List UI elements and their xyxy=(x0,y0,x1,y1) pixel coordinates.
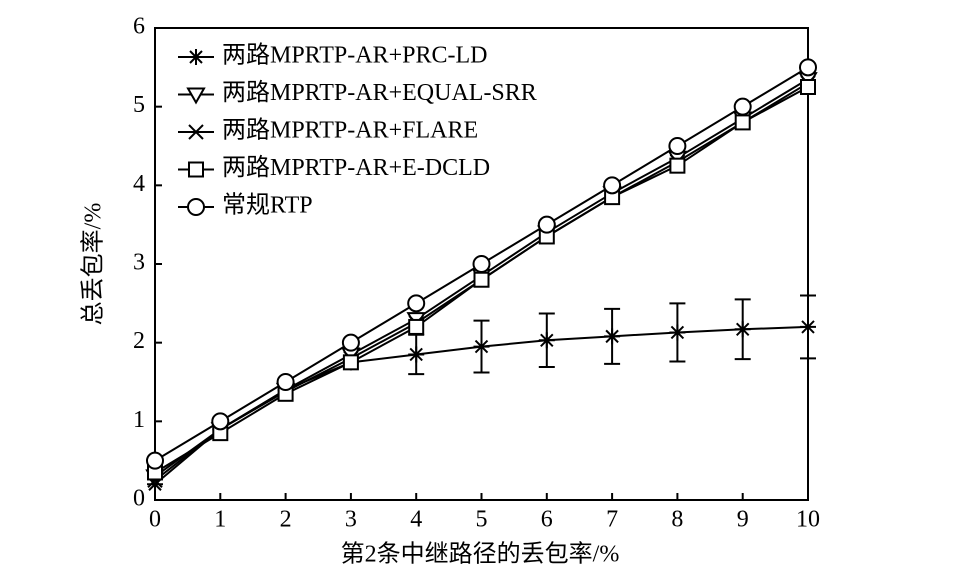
legend-label: 两路MPRTP-AR+FLARE xyxy=(222,117,478,144)
marker-shape xyxy=(341,333,360,352)
marker-shape xyxy=(408,346,425,363)
x-tick-label: 6 xyxy=(541,507,553,533)
marker-shape xyxy=(186,87,206,105)
marker-shape xyxy=(188,49,204,65)
x-tick-label: 9 xyxy=(737,507,749,533)
marker-shape xyxy=(800,318,816,335)
marker xyxy=(669,324,686,341)
marker xyxy=(537,215,556,234)
marker xyxy=(342,354,359,371)
marker-shape xyxy=(668,137,687,155)
legend-label: 两路MPRTP-AR+EQUAL-SRR xyxy=(222,79,537,106)
marker xyxy=(146,451,164,470)
y-tick-label: 6 xyxy=(133,14,145,40)
marker xyxy=(186,87,206,105)
y-axis-label: 总丢包率/% xyxy=(80,203,107,326)
marker xyxy=(341,333,360,352)
marker-shape xyxy=(342,354,359,371)
marker-shape xyxy=(188,124,204,140)
marker xyxy=(734,114,751,131)
marker xyxy=(603,176,622,195)
marker-shape xyxy=(669,157,686,174)
marker-shape xyxy=(799,58,817,77)
marker xyxy=(188,49,204,65)
marker xyxy=(407,294,426,313)
marker-shape xyxy=(537,215,556,234)
marker-shape xyxy=(473,271,490,288)
y-tick-label: 0 xyxy=(133,486,145,512)
y-tick-label: 2 xyxy=(133,328,145,354)
marker-shape xyxy=(408,318,425,335)
legend-label: 常规RTP xyxy=(222,192,313,219)
marker-shape xyxy=(187,198,205,216)
legend-label: 两路MPRTP-AR+PRC-LD xyxy=(222,42,487,69)
marker xyxy=(188,161,204,178)
legend-item: 两路MPRTP-AR+PRC-LD xyxy=(178,42,487,69)
legend-item: 常规RTP xyxy=(178,192,313,219)
marker-shape xyxy=(538,332,555,349)
x-tick-label: 8 xyxy=(671,507,683,533)
marker-shape xyxy=(669,324,686,341)
marker xyxy=(799,58,817,77)
y-tick-label: 5 xyxy=(133,92,145,118)
x-tick-label: 4 xyxy=(410,507,422,533)
marker-shape xyxy=(734,321,751,338)
marker-shape xyxy=(146,451,164,470)
y-tick-label: 3 xyxy=(133,250,145,276)
marker xyxy=(733,97,752,116)
marker xyxy=(187,198,205,216)
marker xyxy=(473,338,490,355)
legend-item: 两路MPRTP-AR+FLARE xyxy=(178,117,478,144)
marker-shape xyxy=(211,412,230,431)
marker xyxy=(408,318,425,335)
x-tick-label: 1 xyxy=(214,507,226,533)
marker xyxy=(669,157,686,174)
x-tick-label: 2 xyxy=(280,507,292,533)
marker-shape xyxy=(603,176,622,195)
y-tick-label: 1 xyxy=(133,407,145,433)
y-tick-label: 4 xyxy=(133,171,145,197)
marker xyxy=(276,373,295,391)
marker-shape xyxy=(276,373,295,391)
marker-shape xyxy=(734,114,751,131)
x-axis-label: 第2条中继路径的丢包率/% xyxy=(341,541,620,568)
marker-shape xyxy=(188,161,204,178)
marker-shape xyxy=(604,328,621,345)
marker xyxy=(211,412,230,431)
marker-shape xyxy=(800,79,816,95)
marker-shape xyxy=(407,294,426,313)
marker xyxy=(408,346,425,363)
x-tick-label: 7 xyxy=(606,507,618,533)
marker xyxy=(188,124,204,140)
marker xyxy=(473,271,490,288)
marker-shape xyxy=(733,97,752,116)
x-tick-label: 10 xyxy=(796,507,820,533)
legend-label: 两路MPRTP-AR+E-DCLD xyxy=(222,154,490,181)
marker xyxy=(604,328,621,345)
marker-shape xyxy=(473,338,490,355)
marker xyxy=(538,332,555,349)
legend-item: 两路MPRTP-AR+E-DCLD xyxy=(178,154,490,181)
x-tick-label: 0 xyxy=(149,507,161,533)
x-tick-label: 5 xyxy=(476,507,488,533)
marker xyxy=(472,255,491,273)
marker xyxy=(668,137,687,155)
marker xyxy=(800,318,816,335)
legend-item: 两路MPRTP-AR+EQUAL-SRR xyxy=(178,79,537,106)
marker xyxy=(800,79,816,95)
x-tick-label: 3 xyxy=(345,507,357,533)
marker xyxy=(734,321,751,338)
marker-shape xyxy=(472,255,491,273)
